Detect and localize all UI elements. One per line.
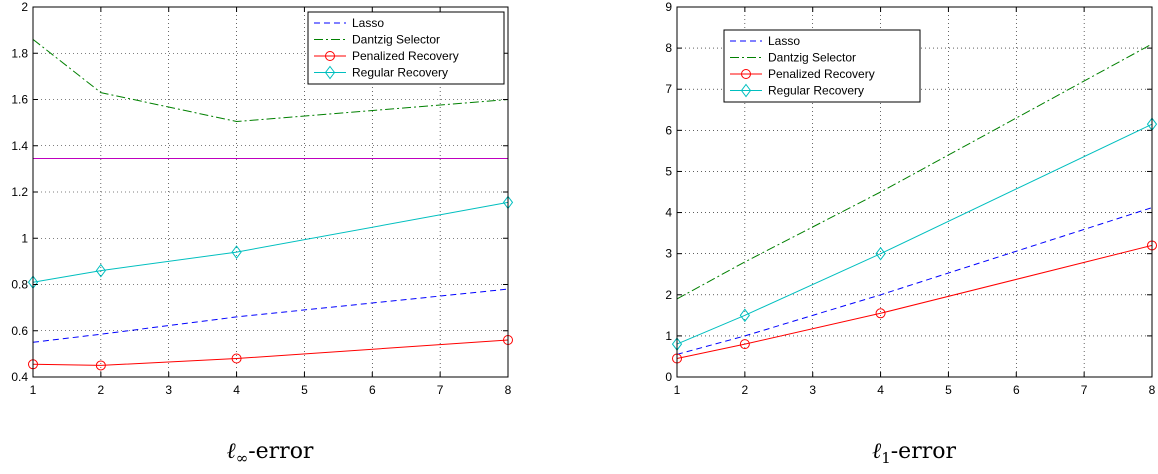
caption-subscript: ∞	[236, 449, 249, 467]
y-tick-label: 8	[665, 41, 672, 55]
y-tick-label: 9	[665, 0, 672, 14]
data-point	[875, 246, 886, 261]
x-tick-label: 5	[301, 383, 308, 397]
series-line	[32, 201, 509, 283]
legend: Lasso Dantzig Selector Penalized Recovery R…	[307, 11, 505, 85]
y-tick-label: 7	[665, 82, 672, 96]
y-tick-label: 1.2	[11, 185, 28, 199]
x-tick-label: 6	[369, 383, 376, 397]
legend-label: Regular Recovery	[768, 84, 864, 98]
x-tick-label: 3	[809, 383, 816, 397]
x-tick-label: 1	[674, 383, 681, 397]
chart-1: 1 2 3 4 5 6 7 8 0.4 0.6 0.8 1 1.2 1.4 1.6 1.8 2 Lasso Dant…	[11, 0, 514, 467]
caption-subscript: 1	[881, 449, 891, 467]
y-tick-label: 0	[665, 370, 672, 384]
x-tick-label: 1	[30, 383, 37, 397]
legend-label: Penalized Recovery	[352, 49, 459, 63]
y-tick-label: 0.4	[11, 370, 28, 384]
legend-label: Penalized Recovery	[768, 67, 875, 81]
x-tick-label: 7	[1081, 383, 1088, 397]
series-dantzig-selector	[32, 39, 509, 123]
y-tick-label: 1.4	[11, 139, 28, 153]
axes-box	[676, 6, 1153, 378]
caption-symbol: ℓ	[227, 439, 237, 464]
y-tick-label: 0.8	[11, 278, 28, 292]
legend-label: Regular Recovery	[352, 66, 448, 80]
y-tick-label: 6	[665, 123, 672, 137]
series-line	[32, 39, 509, 123]
legend: Lasso Dantzig Selector Penalized Recovery R…	[723, 29, 921, 103]
data-point	[95, 263, 106, 278]
series-line	[676, 43, 1153, 300]
data-point	[231, 245, 242, 259]
x-tick-label: 5	[945, 383, 952, 397]
y-tick-label: 1	[665, 329, 672, 343]
ticks: 1 2 3 4 5 6 7 8 0.4 0.6 0.8 1 1.2 1.4 1.6 1.8 2	[11, 0, 511, 397]
legend-marker	[741, 69, 751, 79]
x-tick-label: 2	[98, 383, 105, 397]
data-point	[875, 308, 886, 319]
x-tick-label: 4	[233, 383, 240, 397]
data-point	[95, 360, 106, 371]
x-tick-label: 8	[1149, 383, 1156, 397]
data-point	[739, 339, 750, 350]
chart-caption: ℓ∞-error	[227, 439, 314, 467]
series-line	[32, 339, 509, 366]
x-tick-label: 4	[877, 383, 884, 397]
data-point	[231, 353, 242, 364]
y-tick-label: 2	[665, 288, 672, 302]
series-lasso	[32, 288, 509, 343]
caption-symbol: ℓ	[872, 439, 882, 464]
caption-suffix: -error	[891, 439, 957, 464]
series-line	[32, 288, 509, 343]
x-tick-label: 8	[505, 383, 512, 397]
x-tick-label: 7	[437, 383, 444, 397]
legend-label: Dantzig Selector	[352, 33, 440, 47]
y-tick-label: 3	[665, 247, 672, 261]
data-point	[739, 308, 750, 323]
legend-marker	[740, 83, 752, 98]
series-lasso	[676, 207, 1153, 355]
legend-marker	[324, 65, 336, 80]
series-dantzig-selector	[676, 43, 1153, 300]
x-tick-label: 2	[742, 383, 749, 397]
grid	[33, 7, 508, 377]
series-line	[676, 244, 1153, 359]
series-line	[676, 123, 1153, 345]
x-tick-label: 6	[1013, 383, 1020, 397]
legend-label: Lasso	[352, 16, 384, 30]
y-tick-label: 1	[21, 231, 28, 245]
caption-suffix: -error	[248, 439, 314, 464]
legend-label: Lasso	[768, 34, 800, 48]
y-tick-label: 1.8	[11, 46, 28, 60]
y-tick-label: 5	[665, 164, 672, 178]
x-tick-label: 3	[165, 383, 172, 397]
series-line	[676, 207, 1153, 355]
legend-label: Dantzig Selector	[768, 51, 856, 65]
legend-marker	[325, 51, 335, 61]
y-tick-label: 4	[665, 206, 672, 220]
chart-caption: ℓ1-error	[872, 439, 956, 467]
y-tick-label: 1.6	[11, 93, 28, 107]
y-tick-label: 0.6	[11, 324, 28, 338]
y-tick-label: 2	[21, 0, 28, 14]
